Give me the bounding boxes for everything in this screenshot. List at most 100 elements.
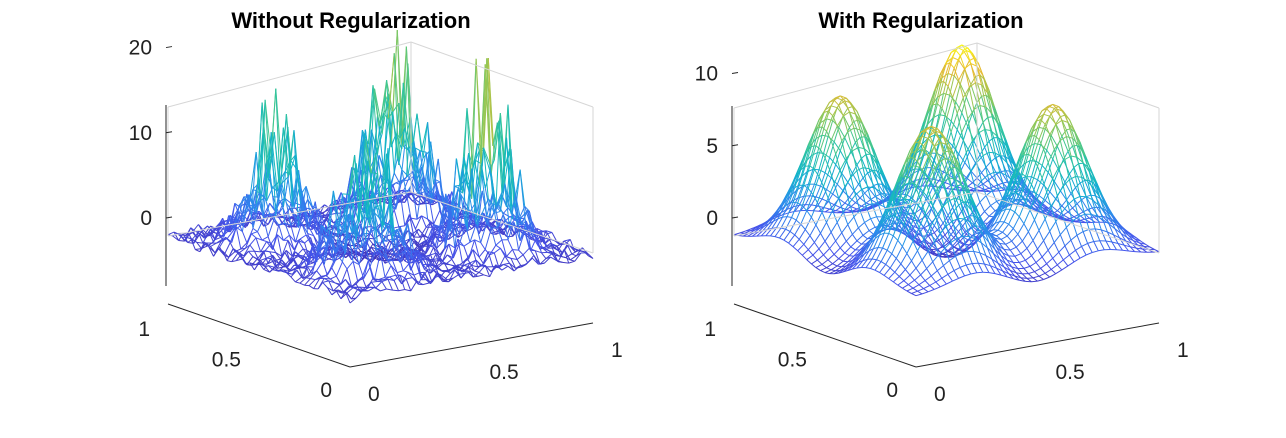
mesh-segment <box>342 193 349 195</box>
mesh-segment <box>407 175 413 184</box>
mesh-segment <box>797 195 805 199</box>
mesh-segment <box>824 208 830 213</box>
mesh-segment <box>919 167 926 171</box>
mesh-segment <box>1067 145 1073 152</box>
mesh-segment <box>263 265 269 270</box>
mesh-segment <box>305 234 311 239</box>
mesh-segment <box>468 266 475 272</box>
mesh-segment <box>390 230 396 235</box>
surface-mesh <box>167 30 594 304</box>
mesh-segment <box>1008 155 1014 172</box>
mesh-segment <box>371 281 378 283</box>
mesh-segment <box>955 49 961 56</box>
mesh-segment <box>399 176 407 185</box>
mesh-segment <box>421 215 427 228</box>
mesh-segment <box>955 101 963 114</box>
mesh-segment <box>478 264 486 273</box>
mesh-segment <box>392 254 399 261</box>
mesh-segment <box>348 286 354 289</box>
mesh-segment <box>824 105 832 111</box>
mesh-segment <box>1000 156 1008 164</box>
mesh-segment <box>469 259 477 264</box>
mesh-segment <box>791 197 799 202</box>
mesh-segment <box>404 251 410 264</box>
x-axis-line <box>349 322 594 368</box>
mesh-segment <box>453 273 460 279</box>
mesh-segment <box>451 238 459 260</box>
mesh-segment <box>815 185 821 198</box>
mesh-segment <box>944 52 952 66</box>
mesh-segment <box>368 237 374 245</box>
mesh-segment <box>335 193 343 254</box>
mesh-segment <box>316 261 324 272</box>
mesh-segment <box>987 92 993 114</box>
mesh-segment <box>487 198 495 214</box>
mesh-segment <box>372 85 378 155</box>
mesh-segment <box>287 264 295 274</box>
mesh-segment <box>421 202 428 205</box>
mesh-segment <box>407 171 413 181</box>
mesh-segment <box>251 233 257 239</box>
mesh-segment <box>469 262 475 272</box>
mesh-segment <box>379 153 387 206</box>
mesh-segment <box>364 201 372 242</box>
mesh-segment <box>424 222 432 237</box>
mesh-segment <box>308 266 315 275</box>
mesh-segment <box>411 183 418 220</box>
mesh-segment <box>504 255 510 264</box>
mesh-segment <box>440 274 448 281</box>
mesh-segment <box>386 258 393 261</box>
mesh-segment <box>961 227 967 235</box>
mesh-segment <box>1073 167 1081 184</box>
mesh-segment <box>430 192 438 205</box>
mesh-segment <box>396 82 404 159</box>
mesh-segment <box>466 108 474 168</box>
mesh-segment <box>490 207 497 219</box>
mesh-segment <box>287 177 293 212</box>
mesh-segment <box>293 254 301 260</box>
mesh-segment <box>378 209 386 226</box>
mesh-segment <box>436 272 442 276</box>
mesh-segment <box>267 265 273 270</box>
mesh-segment <box>358 241 366 265</box>
mesh-segment <box>984 140 990 148</box>
mesh-segment <box>295 222 303 243</box>
mesh-segment <box>943 81 949 87</box>
mesh-segment <box>249 262 255 271</box>
mesh-segment <box>431 201 438 206</box>
mesh-segment <box>257 231 263 241</box>
mesh-segment <box>256 219 263 222</box>
mesh-segment <box>545 230 551 240</box>
mesh-segment <box>999 172 1005 188</box>
mesh-segment <box>965 96 973 114</box>
mesh-segment <box>1040 205 1047 211</box>
mesh-segment <box>1017 163 1025 172</box>
mesh-segment <box>301 276 307 279</box>
mesh-segment <box>427 269 433 283</box>
mesh-segment <box>487 198 494 205</box>
mesh-segment <box>193 232 199 244</box>
mesh-segment <box>415 215 422 230</box>
mesh-segment <box>1000 156 1007 176</box>
mesh-segment <box>258 196 266 203</box>
mesh-segment <box>370 201 377 249</box>
mesh-segment <box>1065 129 1073 147</box>
mesh-segment <box>273 218 280 226</box>
mesh-segment <box>337 255 343 263</box>
mesh-segment <box>240 254 246 264</box>
mesh-segment <box>865 202 873 206</box>
mesh-segment <box>944 94 951 116</box>
mesh-segment <box>392 235 400 243</box>
mesh-segment <box>847 182 855 192</box>
mesh-segment <box>410 217 418 220</box>
mesh-segment <box>842 107 849 116</box>
mesh-segment <box>997 187 1004 200</box>
mesh-segment <box>955 148 961 167</box>
mesh-segment <box>984 205 991 212</box>
mesh-segment <box>338 238 345 250</box>
mesh-segment <box>433 269 439 274</box>
mesh-segment <box>944 234 951 243</box>
mesh-segment <box>364 247 372 254</box>
mesh-segment <box>518 249 524 256</box>
mesh-segment <box>320 246 327 257</box>
